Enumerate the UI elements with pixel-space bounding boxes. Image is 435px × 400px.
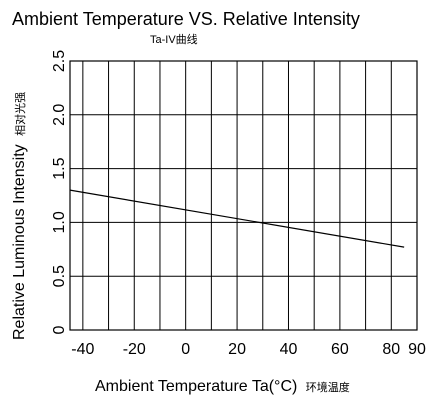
y-tick-label: 2.0 — [51, 104, 68, 126]
y-axis-label: Relative Luminous Intensity 相对光强 — [11, 92, 28, 340]
x-tick-labels: -40 -20 0 20 40 60 80 90 — [71, 341, 426, 358]
x-tick-label: 80 — [382, 341, 400, 358]
y-tick-label: 2.5 — [51, 50, 68, 72]
x-axis-label: Ambient Temperature Ta(°C) 环境温度 — [95, 378, 350, 395]
y-tick-label: 0.5 — [51, 265, 68, 287]
y-axis-label-cjk: 相对光强 — [13, 92, 27, 136]
y-tick-label: 1.0 — [51, 211, 68, 233]
series-lines — [69, 189, 405, 248]
chart-title: Ambient Temperature VS. Relative Intensi… — [12, 9, 360, 29]
plot-frame — [69, 60, 418, 331]
x-axis-label-cjk: 环境温度 — [306, 380, 350, 394]
y-tick-label: 0 — [51, 325, 68, 334]
y-axis-label-text: Relative Luminous Intensity — [11, 144, 28, 340]
x-tick-label: 90 — [408, 341, 426, 358]
grid-lines — [70, 61, 417, 330]
x-tick-label: 40 — [280, 341, 298, 358]
x-tick-label: 60 — [331, 341, 349, 358]
y-tick-labels: 0 0.5 1.0 1.5 2.0 2.5 — [51, 50, 68, 335]
chart-subtitle: Ta-IV曲线 — [150, 32, 198, 46]
x-tick-label: -40 — [71, 341, 94, 358]
series-line — [69, 189, 405, 248]
x-tick-label: 0 — [181, 341, 190, 358]
y-tick-label: 1.5 — [51, 157, 68, 179]
x-tick-label: 20 — [228, 341, 246, 358]
x-tick-label: -20 — [123, 341, 146, 358]
x-axis-label-text: Ambient Temperature Ta(°C) — [95, 378, 297, 395]
